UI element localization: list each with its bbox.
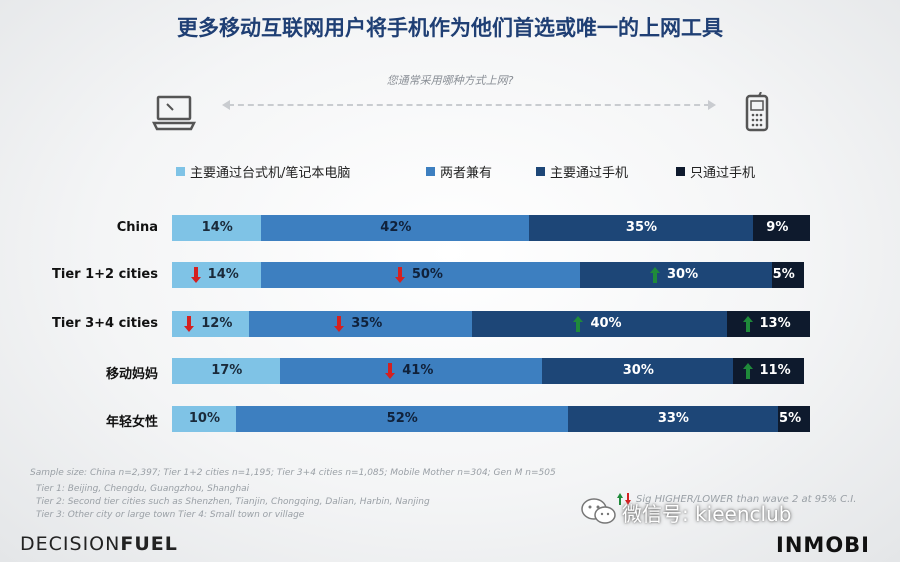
data-label: 10% <box>188 411 221 426</box>
wechat-icon <box>581 498 616 524</box>
legend-item-0: 主要通过台式机/笔记本电脑 <box>176 162 350 181</box>
significance-note: Sig HIGHER/LOWER than wave 2 at 95% C.I. <box>636 494 857 505</box>
double-arrow-divider <box>222 100 716 110</box>
bar-segment <box>733 358 805 384</box>
down-arrow-icon <box>184 316 195 332</box>
down-arrow-icon <box>394 267 405 283</box>
data-label: 33% <box>657 411 689 426</box>
bar-segment <box>235 406 569 432</box>
bar-segment <box>727 311 811 337</box>
tier2-note: Tier 2: Second tier cities such as Shenz… <box>36 497 430 507</box>
data-label: 14% <box>201 220 233 235</box>
legend-swatch <box>426 167 435 176</box>
bar-segment <box>471 311 728 337</box>
up-arrow-icon <box>742 363 753 379</box>
data-label: 50% <box>411 267 443 282</box>
survey-question: 您通常采用哪种方式上网? <box>386 74 514 87</box>
data-label: 52% <box>386 411 418 426</box>
bar-segment <box>752 215 811 241</box>
bar-segment <box>172 262 262 288</box>
legend-label: 两者兼有 <box>440 166 493 181</box>
down-arrow-icon <box>385 363 396 379</box>
tier3-note: Tier 3: Other city or large town Tier 4:… <box>36 510 305 520</box>
down-arrow-icon <box>334 316 345 332</box>
category-label: Tier 3+4 cities <box>52 316 158 331</box>
bar-segment <box>567 406 779 432</box>
bar-row: 14% 42% 35% 9% <box>172 215 811 241</box>
data-label: 5% <box>779 411 802 426</box>
up-arrow-icon <box>650 267 661 283</box>
category-label: 年轻女性 <box>105 415 158 430</box>
legend-swatch <box>176 167 185 176</box>
page-title: 更多移动互联网用户将手机作为他们首选或唯一的上网工具 <box>177 16 723 40</box>
data-label: 30% <box>622 363 654 378</box>
bar-segment <box>542 358 734 384</box>
legend-item-2: 主要通过手机 <box>536 162 628 181</box>
bar-segment <box>261 262 581 288</box>
data-label: 17% <box>211 363 243 378</box>
data-label: 35% <box>625 220 658 235</box>
legend-label: 只通过手机 <box>690 166 756 181</box>
legend-swatch <box>676 167 685 176</box>
bar-segment <box>248 311 473 337</box>
legend-item-3: 只通过手机 <box>676 162 755 181</box>
bar-segment <box>771 262 805 288</box>
data-label: 12% <box>201 316 233 331</box>
data-label: 30% <box>667 267 699 282</box>
data-label: 5% <box>772 267 795 282</box>
bar-row: 17% 41% 30% 11% <box>172 358 810 384</box>
legend-label: 主要通过台式机/笔记本电脑 <box>190 166 351 181</box>
bar-row: 14% 50% 30% 5% <box>172 262 810 288</box>
bar-segment <box>172 406 237 432</box>
mobile-phone-icon <box>745 92 769 132</box>
data-label: 14% <box>207 267 239 282</box>
data-label: 35% <box>351 316 383 331</box>
bar-segment <box>261 215 530 241</box>
data-label: 42% <box>380 220 412 235</box>
significance-arrows-icon <box>617 493 631 505</box>
data-label: 9% <box>766 220 789 235</box>
bar-segment <box>172 358 281 384</box>
bar-segment <box>778 406 811 432</box>
category-label: Tier 1+2 cities <box>52 267 158 282</box>
data-label: 13% <box>759 316 791 331</box>
decisionfuel-logo: DECISIONFUEL <box>20 533 178 555</box>
category-label: China <box>116 220 158 235</box>
down-arrow-icon <box>190 267 201 283</box>
bar-row: 12% 35% 40% 13% <box>172 311 811 337</box>
data-label: 11% <box>759 363 791 378</box>
up-arrow-icon <box>573 316 584 332</box>
inmobi-logo: INMOBI <box>776 533 870 557</box>
bar-segment <box>280 358 543 384</box>
data-label: 40% <box>590 316 622 331</box>
bar-segment <box>580 262 773 288</box>
laptop-icon <box>152 95 196 131</box>
sample-size-note: Sample size: China n=2,397; Tier 1+2 cit… <box>30 468 556 478</box>
legend-label: 主要通过手机 <box>550 166 629 181</box>
data-label: 41% <box>402 363 434 378</box>
legend-swatch <box>536 167 545 176</box>
legend-item-1: 两者兼有 <box>426 162 492 181</box>
category-label: 移动妈妈 <box>105 367 158 382</box>
bar-segment <box>529 215 754 241</box>
wechat-watermark: 微信号: kieenclub <box>622 502 792 526</box>
up-arrow-icon <box>742 316 753 332</box>
bar-segment <box>172 215 262 241</box>
bar-row: 10% 52% 33% 5% <box>172 406 811 432</box>
tier1-note: Tier 1: Beijing, Chengdu, Guangzhou, Sha… <box>36 484 250 494</box>
bar-segment <box>172 311 250 337</box>
